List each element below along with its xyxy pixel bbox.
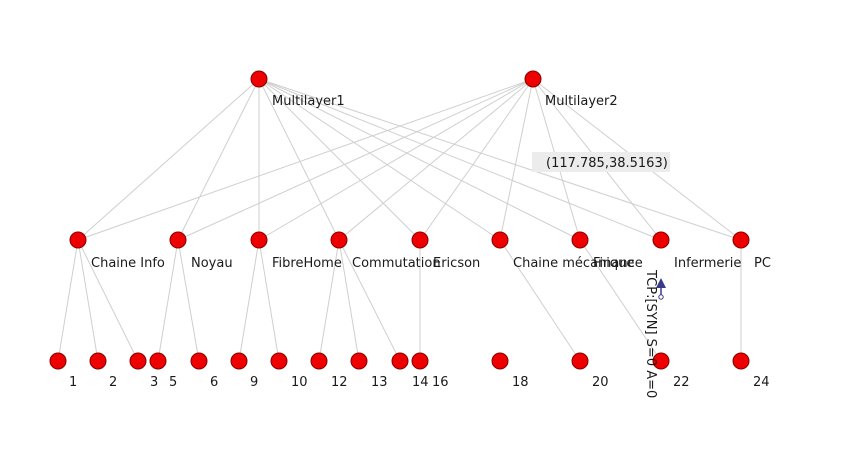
distribution-node-d8[interactable] [652,231,670,249]
link-d4-a12 [318,239,340,362]
access-node-a3[interactable] [129,352,147,370]
distribution-node-label: Commutation [352,256,441,271]
link-d1-a3 [77,239,139,362]
access-node-a5[interactable] [149,352,167,370]
core-node-label: Multilayer1 [272,94,345,109]
distribution-node-d9[interactable] [732,231,750,249]
access-node-label: 20 [592,375,609,390]
core-node-m2[interactable] [524,70,542,88]
access-node-a2[interactable] [89,352,107,370]
distribution-node-d5[interactable] [411,231,429,249]
link-m2-d6 [499,78,534,241]
distribution-node-d2[interactable] [169,231,187,249]
access-node-label: 5 [169,375,177,390]
nodes-layer[interactable] [49,70,750,370]
access-node-label: 2 [109,375,117,390]
distribution-node-label: Infermerie [674,256,741,271]
access-node-label: 18 [512,375,529,390]
access-node-a12[interactable] [310,352,328,370]
link-m2-d4 [338,78,534,241]
distribution-node-d4[interactable] [330,231,348,249]
access-node-a1[interactable] [49,352,67,370]
access-node-a9[interactable] [230,352,248,370]
access-node-a20[interactable] [571,352,589,370]
distribution-node-d3[interactable] [250,231,268,249]
core-node-label: Multilayer2 [545,94,618,109]
link-m2-d2 [177,78,534,241]
access-node-label: 24 [753,375,770,390]
access-node-label: 3 [150,375,158,390]
coordinate-readout-bg [532,152,670,172]
access-node-label: 9 [250,375,258,390]
access-node-label: 16 [432,375,449,390]
access-node-a22[interactable] [652,352,670,370]
distribution-node-d7[interactable] [571,231,589,249]
access-node-a6[interactable] [190,352,208,370]
access-node-label: 14 [412,375,429,390]
edges-layer [57,78,742,362]
link-m1-d8 [258,78,662,241]
packet-label: TCP:[SYN] S=0 A=0 [643,269,658,398]
link-m2-d1 [77,78,534,241]
access-node-label: 22 [673,375,690,390]
distribution-node-label: PC [754,256,771,271]
link-m1-d7 [258,78,581,241]
link-d2-a5 [157,239,179,362]
link-m1-d5 [258,78,421,241]
distribution-node-label: Noyau [191,256,233,271]
distribution-node-label: Chaine mécanique [513,256,634,271]
access-node-label: 10 [291,375,308,390]
link-m1-d6 [258,78,501,241]
access-node-a13[interactable] [350,352,368,370]
core-node-m1[interactable] [250,70,268,88]
link-d4-a14 [338,239,401,362]
labels-layer: Multilayer1 Multilayer2 Chaine Info Noyau Fi… [69,94,771,390]
link-m1-d2 [177,78,260,241]
distribution-node-label: Ericson [433,256,480,271]
access-node-label: 1 [69,375,77,390]
access-node-label: 6 [210,375,218,390]
link-m1-d9 [258,78,742,241]
link-d6-a20 [499,239,581,362]
link-m1-d1 [77,78,260,241]
link-m2-d5 [419,78,534,241]
link-d1-a2 [77,239,99,362]
link-d7-a22 [579,239,662,362]
distribution-node-label: Finance [593,256,643,271]
coordinate-readout-text: (117.785,38.5163) [546,156,668,171]
access-node-a16[interactable] [411,352,429,370]
access-node-a10[interactable] [270,352,288,370]
access-node-a24[interactable] [732,352,750,370]
distribution-node-d6[interactable] [491,231,509,249]
distribution-node-d1[interactable] [69,231,87,249]
link-m1-d4 [258,78,340,241]
packet-dot-icon [658,294,664,300]
link-m2-d3 [258,78,534,241]
packet-arrow-head-icon [656,278,666,288]
distribution-node-label: FibreHome [272,256,342,271]
link-d1-a1 [57,239,79,362]
coordinate-readout: (117.785,38.5163) [532,152,670,172]
packet-annotation: TCP:[SYN] S=0 A=0 [643,269,666,398]
access-node-label: 13 [371,375,388,390]
distribution-node-label: Chaine Info [91,256,165,271]
link-d3-a10 [258,239,280,362]
link-d2-a6 [177,239,200,362]
access-node-a18[interactable] [491,352,509,370]
link-d3-a9 [238,239,260,362]
access-node-label: 12 [331,375,348,390]
access-node-a14[interactable] [391,352,409,370]
link-d4-a13 [338,239,360,362]
